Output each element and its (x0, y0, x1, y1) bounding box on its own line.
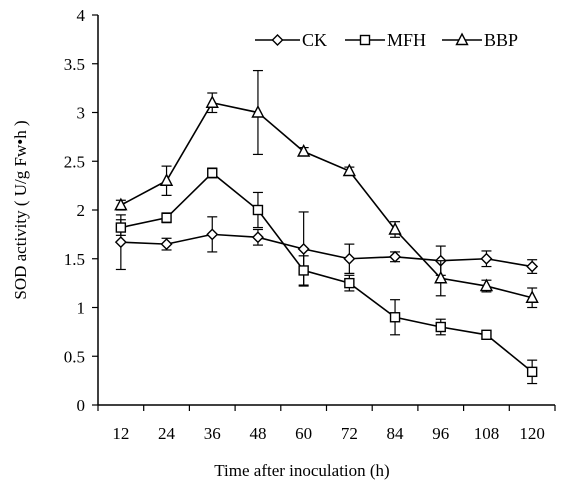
data-point (342, 163, 357, 177)
data-point (207, 167, 218, 179)
legend-item-ck: CK (255, 30, 327, 50)
x-tick-label: 108 (474, 424, 500, 443)
x-axis-label: Time after inoculation (h) (214, 461, 389, 480)
data-point (435, 321, 446, 333)
series-ck (114, 211, 539, 287)
legend-label: MFH (387, 30, 426, 50)
legend: CK MFH BBP (255, 30, 518, 50)
legend-marker (455, 32, 469, 46)
data-point (389, 250, 402, 263)
series-line (120, 171, 533, 373)
legend-label: CK (302, 30, 327, 50)
data-point (296, 143, 311, 157)
data-point (388, 221, 402, 235)
data-point (205, 95, 219, 108)
series-bbp (114, 69, 539, 309)
y-tick-label: 1 (77, 299, 86, 318)
data-point (526, 366, 538, 378)
y-axis-label: SOD activity ( U/g Fw•h ) (11, 120, 30, 299)
x-tick-label: 84 (387, 424, 405, 443)
legend-item-mfh: MFH (345, 30, 426, 50)
x-tick-label: 60 (295, 424, 312, 443)
data-point (479, 278, 494, 292)
x-tick-label: 72 (341, 424, 358, 443)
data-point (114, 197, 128, 211)
data-point (480, 252, 493, 265)
data-point (251, 231, 264, 244)
y-tick-label: 3 (77, 104, 86, 123)
y-tick-label: 2 (77, 201, 86, 220)
data-point (114, 236, 127, 249)
data-point (251, 104, 265, 118)
data-point (434, 270, 448, 284)
legend-label: BBP (484, 30, 518, 50)
data-point (206, 228, 219, 241)
y-tick-label: 3.5 (64, 55, 85, 74)
data-point (160, 238, 173, 251)
data-point (159, 173, 174, 186)
series-mfh (115, 167, 538, 385)
y-tick-label: 0.5 (64, 347, 85, 366)
data-point (343, 252, 356, 265)
data-point (344, 277, 355, 289)
data-point (389, 312, 401, 323)
y-tick-label: 2.5 (64, 152, 85, 171)
data-point (526, 260, 539, 273)
y-tick-label: 0 (77, 396, 86, 415)
data-point (481, 329, 492, 340)
series-line (120, 233, 533, 268)
legend-marker (359, 34, 371, 46)
data-point (252, 204, 264, 216)
x-ticks: 12 24 36 48 60 72 84 96 108 120 (97, 405, 556, 443)
series-line (120, 101, 533, 299)
legend-item-bbp: BBP (442, 30, 518, 50)
data-point (297, 243, 310, 255)
legend-marker (271, 34, 284, 46)
axes (97, 15, 555, 406)
y-tick-label: 1.5 (64, 250, 85, 269)
x-tick-label: 96 (432, 424, 449, 443)
y-ticks: 0 0.5 1 1.5 2 2.5 3 3.5 4 (64, 6, 98, 415)
x-tick-label: 24 (158, 424, 176, 443)
data-point (525, 290, 539, 303)
series-layer (114, 69, 539, 385)
x-tick-label: 36 (204, 424, 221, 443)
x-tick-label: 48 (249, 424, 266, 443)
x-tick-label: 120 (519, 424, 545, 443)
data-point (161, 212, 172, 224)
data-point (298, 265, 309, 276)
y-tick-label: 4 (77, 6, 86, 25)
data-point (115, 222, 127, 233)
x-tick-label: 12 (112, 424, 129, 443)
